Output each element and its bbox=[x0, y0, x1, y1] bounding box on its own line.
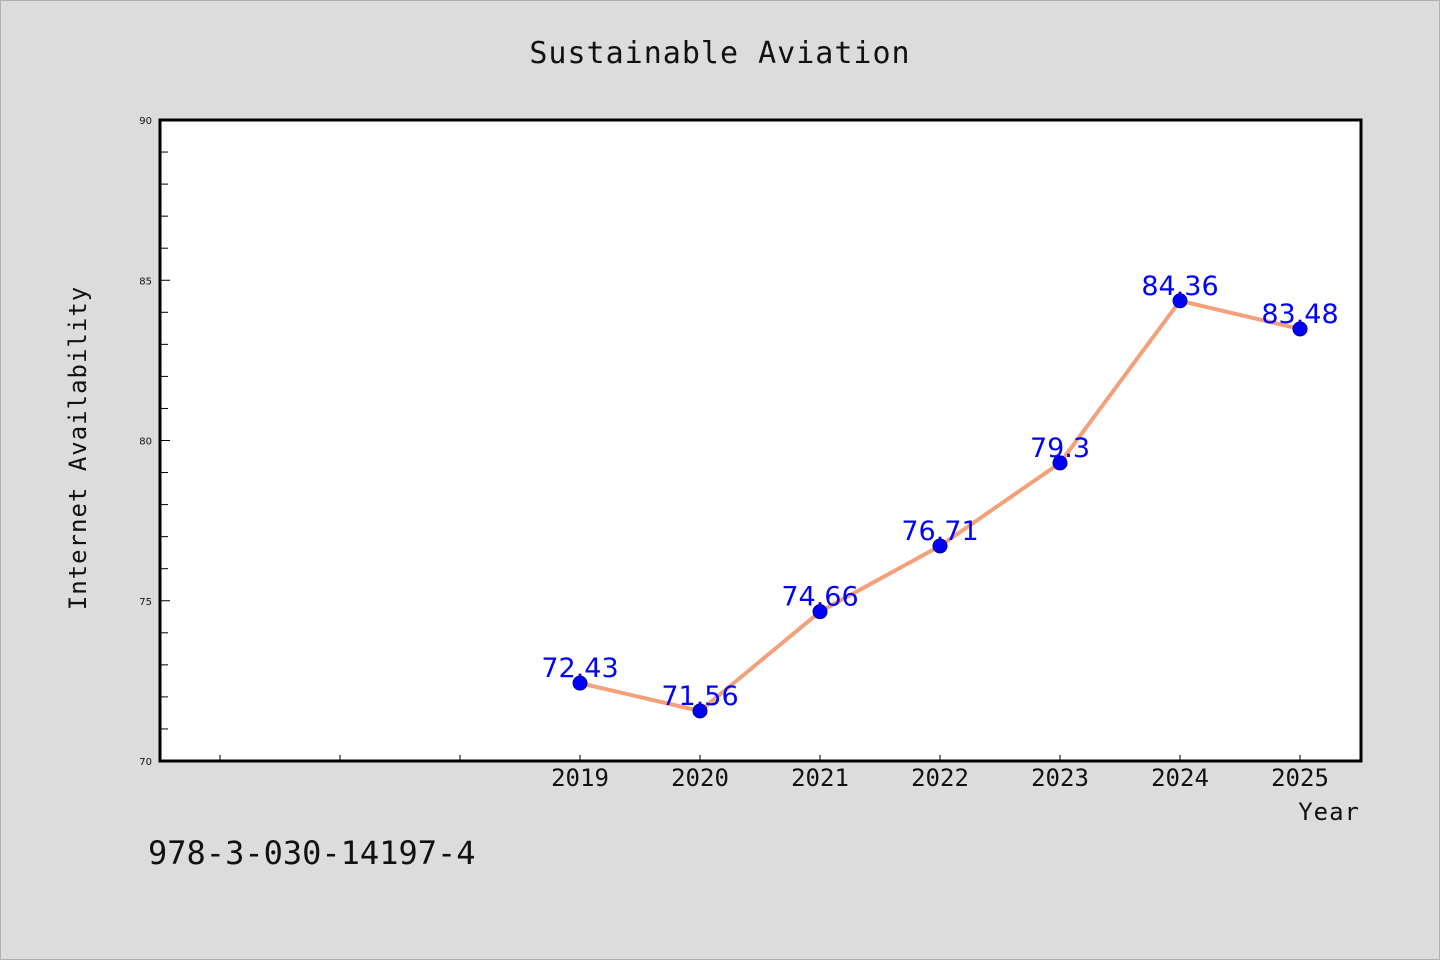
data-label: 83.48 bbox=[1261, 299, 1338, 330]
data-labels: 72.43 71.56 74.66 76.71 79.3 84.36 83.48 bbox=[541, 271, 1338, 712]
x-tick-label: 2024 bbox=[1151, 764, 1209, 792]
series-markers bbox=[572, 293, 1308, 719]
data-label: 71.56 bbox=[661, 681, 738, 712]
data-point-marker bbox=[1052, 455, 1068, 471]
chart-title: Sustainable Aviation bbox=[529, 36, 910, 71]
data-point-marker bbox=[812, 604, 828, 620]
data-point-marker bbox=[1292, 321, 1308, 337]
data-label: 72.43 bbox=[541, 653, 618, 684]
data-label: 76.71 bbox=[901, 516, 978, 547]
x-tick-label: 2021 bbox=[791, 764, 849, 792]
data-point-marker bbox=[692, 703, 708, 719]
plot-area bbox=[160, 120, 1361, 761]
y-tick-label: 80 bbox=[139, 437, 152, 448]
data-point-marker bbox=[932, 538, 948, 554]
y-tick-label: 85 bbox=[139, 276, 152, 287]
x-tick-label: 2020 bbox=[671, 764, 729, 792]
x-tick-label: 2022 bbox=[911, 764, 969, 792]
plot-border bbox=[158, 118, 1363, 763]
y-axis-label: Internet Availability bbox=[64, 286, 92, 610]
data-label: 84.36 bbox=[1141, 271, 1218, 302]
y-tick-label: 75 bbox=[139, 597, 152, 608]
data-label: 74.66 bbox=[781, 582, 858, 613]
x-tick-label: 2025 bbox=[1271, 764, 1329, 792]
footnote-isbn: 978-3-030-14197-4 bbox=[148, 834, 476, 872]
x-axis-ticks: 2019 2020 2021 2022 2023 2024 2025 bbox=[219, 755, 1329, 792]
data-point-marker bbox=[1172, 293, 1188, 309]
y-tick-label: 70 bbox=[139, 757, 152, 768]
data-point-marker bbox=[572, 675, 588, 691]
x-tick-label: 2023 bbox=[1031, 764, 1089, 792]
x-axis-label: Year bbox=[1298, 798, 1360, 826]
data-label: 79.3 bbox=[1030, 433, 1090, 464]
y-tick-label: 90 bbox=[139, 116, 152, 127]
x-tick-label: 2019 bbox=[551, 764, 609, 792]
